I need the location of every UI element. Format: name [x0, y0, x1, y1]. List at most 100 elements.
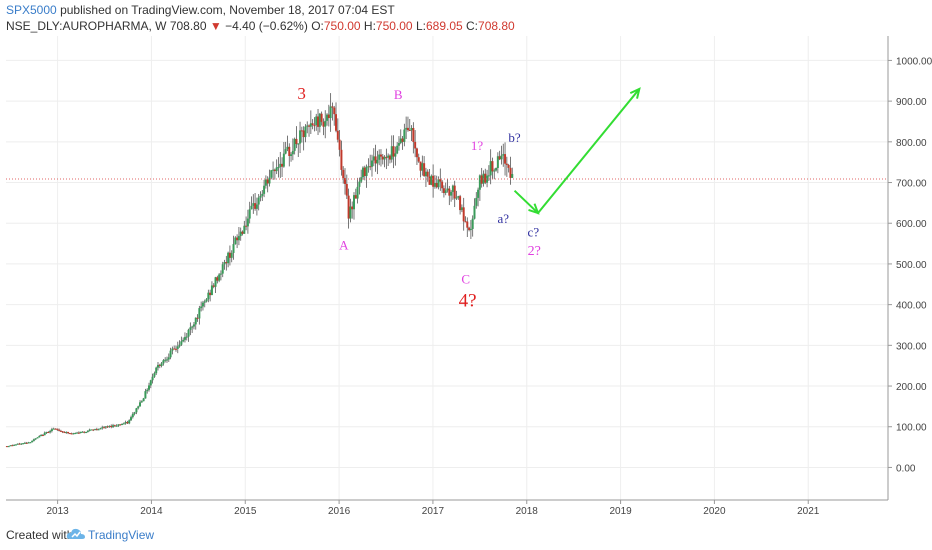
candle-body	[374, 156, 377, 164]
y-tick-label: 400.00	[896, 301, 927, 312]
candle-body	[299, 130, 302, 144]
candle-body	[155, 367, 158, 374]
candle-body	[335, 114, 338, 131]
candle-body	[432, 175, 435, 187]
candle-body	[20, 443, 23, 445]
publisher-link[interactable]: SPX5000	[6, 3, 57, 17]
close-value: 708.80	[478, 19, 515, 33]
high-label: H:	[363, 19, 376, 33]
candle-body	[453, 185, 456, 199]
candle-body	[279, 163, 282, 168]
candle-body	[322, 121, 325, 127]
candle-body	[52, 428, 55, 430]
candle-body	[399, 138, 402, 144]
candle-body	[376, 159, 379, 164]
low-label: L:	[415, 19, 426, 33]
candle-body	[426, 171, 429, 177]
open-label: O:	[311, 19, 324, 33]
candle-body	[169, 350, 172, 358]
candle-body	[284, 149, 287, 154]
candle-body	[275, 167, 278, 172]
candle-body	[47, 432, 50, 434]
tradingview-brand[interactable]: TradingView	[88, 528, 155, 542]
candle-body	[317, 116, 320, 127]
candle-body	[45, 432, 48, 434]
candle-body	[369, 166, 372, 168]
candle-body	[424, 171, 427, 177]
x-tick-label: 2018	[516, 506, 539, 517]
candle-body	[198, 308, 201, 319]
y-tick-label: 500.00	[896, 260, 927, 271]
candle-body	[72, 433, 75, 435]
candle-body	[329, 106, 332, 119]
candle-body	[58, 429, 61, 431]
candle-body	[351, 206, 354, 210]
candle-body	[176, 346, 179, 349]
tradingview-cloud-icon[interactable]	[66, 526, 86, 542]
y-tick-label: 900.00	[896, 97, 927, 108]
x-tick-label: 2019	[609, 506, 632, 517]
candle-body	[477, 189, 480, 198]
candle-body	[97, 429, 100, 431]
arrowhead-up	[629, 87, 641, 99]
candle-body	[502, 154, 505, 156]
candle-body	[139, 402, 142, 407]
candle-body	[478, 175, 481, 190]
candle-body	[243, 225, 246, 234]
candle-body	[108, 425, 111, 427]
candle-body	[360, 177, 363, 182]
candle-body	[63, 432, 66, 434]
x-tick-label: 2017	[422, 506, 445, 517]
wave-label: a?	[498, 211, 510, 226]
candle-body	[5, 446, 8, 448]
candle-body	[209, 292, 212, 296]
candle-body	[415, 148, 418, 158]
candle-body	[255, 204, 258, 209]
candle-body	[200, 306, 203, 309]
candle-body	[417, 157, 420, 162]
x-tick-label: 2020	[703, 506, 726, 517]
candle-body	[383, 156, 386, 160]
wave-label: A	[339, 238, 349, 253]
candle-body	[241, 231, 244, 234]
wave-label: C	[461, 271, 470, 286]
candle-body	[79, 431, 82, 434]
candle-body	[356, 186, 359, 199]
candle-body	[41, 434, 44, 436]
candle-body	[423, 163, 426, 177]
candle-body	[194, 317, 197, 325]
candle-body	[381, 156, 384, 160]
price-chart[interactable]: 3 A B 1? b? a? c? 2? C 4? 0.00 100.00 200.00 300.00 4…	[0, 36, 932, 522]
candle-body	[342, 169, 345, 179]
candle-body	[92, 429, 95, 431]
candle-body	[352, 195, 355, 210]
candle-body	[480, 175, 483, 184]
candle-body	[50, 429, 53, 432]
candle-body	[354, 195, 357, 199]
candle-body	[331, 106, 334, 108]
candle-body	[101, 427, 104, 429]
x-tick-label: 2016	[328, 506, 351, 517]
candle-body	[144, 391, 147, 399]
wave-label: c?	[528, 224, 540, 239]
candle-body	[191, 326, 194, 328]
candle-body	[410, 127, 413, 131]
wave-label: b?	[508, 130, 521, 145]
candle-body	[507, 164, 510, 168]
candle-body	[232, 244, 235, 253]
candle-body	[36, 437, 39, 439]
candle-body	[121, 424, 124, 426]
candle-body	[140, 401, 143, 403]
candle-body	[498, 156, 501, 160]
symbol-label[interactable]: NSE_DLY:AUROPHARMA, W	[6, 19, 167, 33]
candle-body	[388, 155, 391, 160]
candle-body	[131, 413, 134, 418]
candle-body	[405, 127, 408, 130]
candle-body	[286, 146, 289, 150]
candle-body	[9, 445, 12, 447]
candle-body	[444, 190, 447, 194]
candle-body	[300, 130, 303, 132]
candle-body	[185, 336, 188, 338]
candle-body	[67, 431, 70, 434]
candle-body	[272, 169, 275, 171]
